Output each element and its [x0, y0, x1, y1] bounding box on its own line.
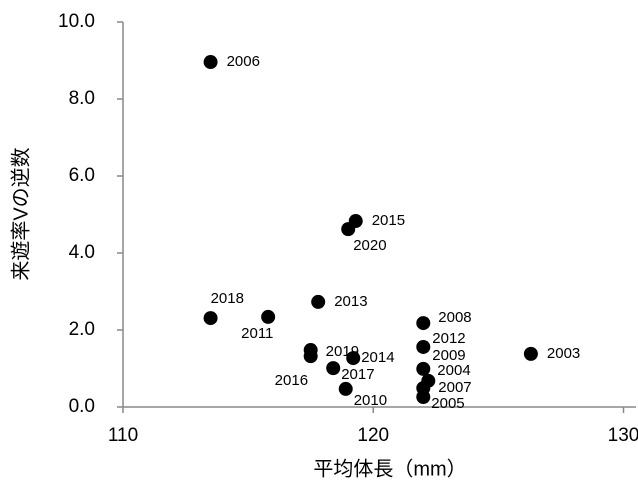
y-axis-title: 来遊率Vの逆数	[9, 147, 32, 280]
point	[346, 351, 361, 366]
point-label: 2012	[432, 330, 465, 347]
point	[311, 294, 326, 309]
point-label: 2018	[211, 290, 244, 307]
x-tick-label: 120	[357, 425, 389, 446]
point	[523, 346, 538, 361]
point-label: 2015	[372, 212, 405, 229]
point	[341, 222, 356, 237]
point	[416, 339, 431, 354]
point-label: 2013	[334, 293, 367, 310]
y-tick-label: 8.0	[69, 88, 95, 109]
point-label: 2007	[438, 379, 471, 396]
point-label: 2004	[437, 362, 470, 379]
point-label: 2006	[227, 53, 260, 70]
y-tick-label: 4.0	[69, 242, 95, 263]
y-tick-label: 6.0	[69, 165, 95, 186]
point	[416, 389, 431, 404]
y-tick-label: 2.0	[69, 319, 95, 340]
point-label: 2020	[353, 237, 386, 254]
point	[303, 349, 318, 364]
point	[203, 311, 218, 326]
point-label: 2008	[438, 309, 471, 326]
point	[326, 361, 341, 376]
point	[416, 361, 431, 376]
point-label: 2009	[432, 347, 465, 364]
x-axis-title: 平均体長（mm）	[313, 457, 466, 480]
y-tick-label: 0.0	[69, 396, 95, 417]
x-tick-label: 130	[608, 425, 638, 446]
point-label: 2014	[361, 349, 394, 366]
y-tick-label: 10.0	[58, 11, 95, 32]
point	[416, 316, 431, 331]
point	[203, 55, 218, 70]
point-label: 2016	[275, 372, 308, 389]
point-label: 2005	[431, 395, 464, 412]
x-tick-label: 110	[108, 425, 138, 446]
point-label: 2011	[241, 325, 273, 342]
point	[261, 309, 276, 324]
point	[338, 381, 353, 396]
point-label: 2003	[547, 345, 580, 362]
point-label: 2017	[341, 366, 374, 383]
point-label: 2010	[354, 392, 387, 409]
